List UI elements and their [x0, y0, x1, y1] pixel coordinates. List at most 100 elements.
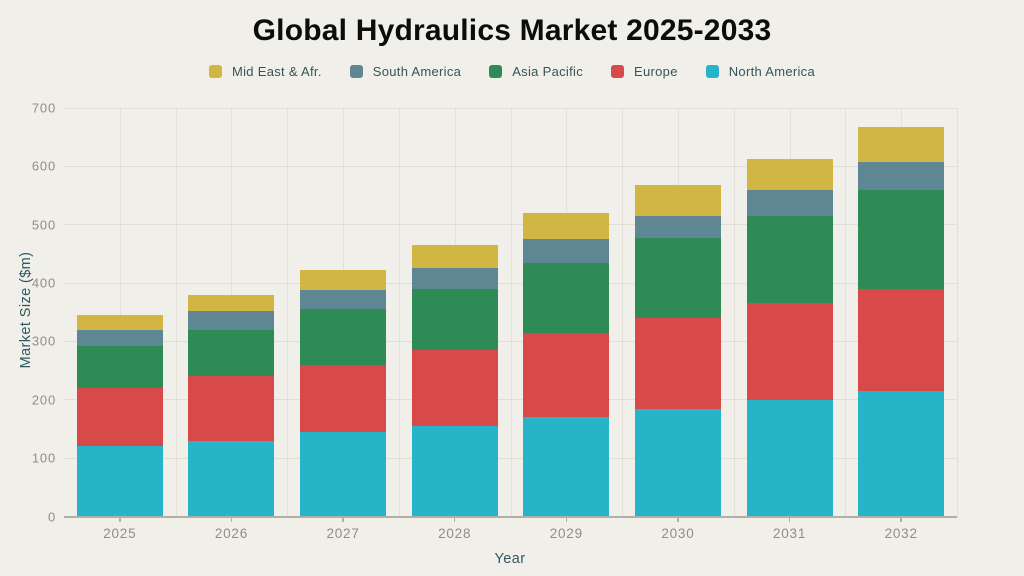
- x-tick-label: 2032: [884, 526, 918, 541]
- bar-2029-south-america: [523, 239, 610, 263]
- horizontal-gridline: [64, 457, 957, 459]
- legend-item-north-america: North America: [705, 64, 815, 79]
- bar-2028-europe: [411, 350, 498, 427]
- bar-2030-asia-pacific: [634, 237, 721, 319]
- bar-2032-south-america: [858, 161, 945, 190]
- bar-2025-europe: [76, 388, 163, 447]
- y-tick-label: 700: [31, 100, 56, 116]
- bar-2032-north-america: [858, 391, 945, 517]
- x-tick-mark: [230, 518, 233, 522]
- x-axis-title: Year: [494, 551, 526, 567]
- bar-2031-europe: [746, 303, 833, 400]
- y-tick-label: 500: [31, 217, 56, 233]
- legend-item-mid-east-afr: Mid East & Afr.: [208, 64, 322, 79]
- bar-2028-mid-east-afr: [411, 245, 498, 269]
- x-tick-mark: [565, 518, 568, 522]
- bar-2030-mid-east-afr: [634, 185, 721, 216]
- horizontal-gridline: [64, 282, 957, 284]
- horizontal-gridline: [64, 399, 957, 401]
- vertical-gridline: [119, 108, 121, 517]
- bar-2028-asia-pacific: [411, 288, 498, 351]
- bar-2030-europe: [634, 318, 721, 409]
- bar-2027-mid-east-afr: [300, 270, 387, 291]
- legend-swatch-south-america-icon: [349, 65, 363, 78]
- bar-2025-mid-east-afr: [76, 315, 163, 330]
- legend-item-europe: Europe: [611, 64, 678, 79]
- legend-swatch-north-america-icon: [705, 65, 719, 78]
- bar-2026-south-america: [188, 311, 275, 330]
- y-tick-label: 100: [31, 450, 56, 466]
- x-tick-label: 2027: [326, 526, 360, 541]
- bar-2029-north-america: [523, 417, 610, 517]
- legend-label: South America: [372, 64, 462, 79]
- bar-2032-asia-pacific: [858, 189, 945, 289]
- bar-2029-asia-pacific: [523, 262, 610, 333]
- horizontal-gridline: [64, 340, 957, 342]
- legend-item-asia-pacific: Asia Pacific: [489, 64, 583, 79]
- vertical-gridline: [622, 108, 624, 517]
- bar-2032-mid-east-afr: [858, 126, 945, 162]
- vertical-gridline: [510, 108, 512, 517]
- y-tick-label: 600: [31, 158, 56, 174]
- chart-title: Global Hydraulics Market 2025-2033: [252, 14, 772, 47]
- x-tick-label: 2029: [549, 526, 583, 541]
- x-tick-mark: [788, 518, 791, 522]
- bar-2032-europe: [858, 288, 945, 392]
- bar-2029-europe: [523, 332, 610, 418]
- x-tick-mark: [453, 518, 456, 522]
- y-tick-label: 300: [31, 333, 56, 349]
- bar-2027-south-america: [300, 290, 387, 310]
- legend: Mid East & Afr. South America Asia Pacific…: [0, 64, 1024, 79]
- bar-2031-south-america: [746, 189, 833, 216]
- bar-2031-asia-pacific: [746, 215, 833, 304]
- vertical-gridline: [175, 108, 177, 517]
- bar-2025-north-america: [76, 446, 163, 517]
- y-axis-title: Market Size ($m): [18, 251, 34, 369]
- bar-2026-asia-pacific: [188, 329, 275, 377]
- horizontal-gridline: [64, 224, 957, 226]
- legend-swatch-mid-east-afr-icon: [208, 65, 222, 78]
- bar-2029-mid-east-afr: [523, 213, 610, 240]
- bar-2027-asia-pacific: [300, 309, 387, 365]
- x-tick-label: 2026: [214, 526, 249, 541]
- x-tick-mark: [677, 518, 679, 522]
- bar-2027-north-america: [300, 431, 387, 517]
- x-tick-label: 2031: [772, 526, 807, 541]
- vertical-gridline: [845, 108, 847, 517]
- x-axis-baseline: [64, 516, 957, 518]
- legend-label: North America: [728, 64, 815, 79]
- x-tick-mark: [900, 518, 902, 522]
- x-tick-label: 2028: [438, 526, 472, 541]
- vertical-gridline: [287, 108, 289, 517]
- bar-2028-south-america: [411, 268, 498, 289]
- legend-item-south-america: South America: [349, 64, 462, 79]
- bar-2026-north-america: [188, 440, 275, 517]
- vertical-gridline: [957, 108, 958, 517]
- x-tick-label: 2025: [103, 526, 137, 541]
- y-tick-label: 200: [31, 392, 56, 408]
- bar-2030-north-america: [634, 408, 721, 517]
- horizontal-gridline: [64, 107, 957, 109]
- bar-2027-europe: [300, 364, 387, 432]
- bar-2028-north-america: [411, 426, 498, 517]
- bar-2025-asia-pacific: [76, 346, 163, 389]
- legend-swatch-europe-icon: [611, 65, 624, 78]
- horizontal-gridline: [64, 165, 957, 167]
- bar-2031-north-america: [746, 399, 833, 517]
- vertical-gridline: [398, 108, 400, 517]
- y-tick-label: 400: [31, 275, 56, 291]
- legend-label: Mid East & Afr.: [231, 64, 322, 79]
- bar-2030-south-america: [634, 215, 721, 238]
- bar-2026-mid-east-afr: [188, 294, 275, 312]
- x-tick-label: 2030: [661, 526, 695, 541]
- bar-2026-europe: [188, 376, 275, 441]
- bar-2025-south-america: [76, 329, 163, 347]
- x-tick-mark: [342, 518, 344, 522]
- legend-label: Asia Pacific: [512, 64, 583, 79]
- legend-swatch-asia-pacific-icon: [489, 65, 503, 78]
- x-tick-mark: [119, 518, 121, 522]
- y-tick-label: 0: [47, 509, 56, 524]
- vertical-gridline: [733, 108, 735, 517]
